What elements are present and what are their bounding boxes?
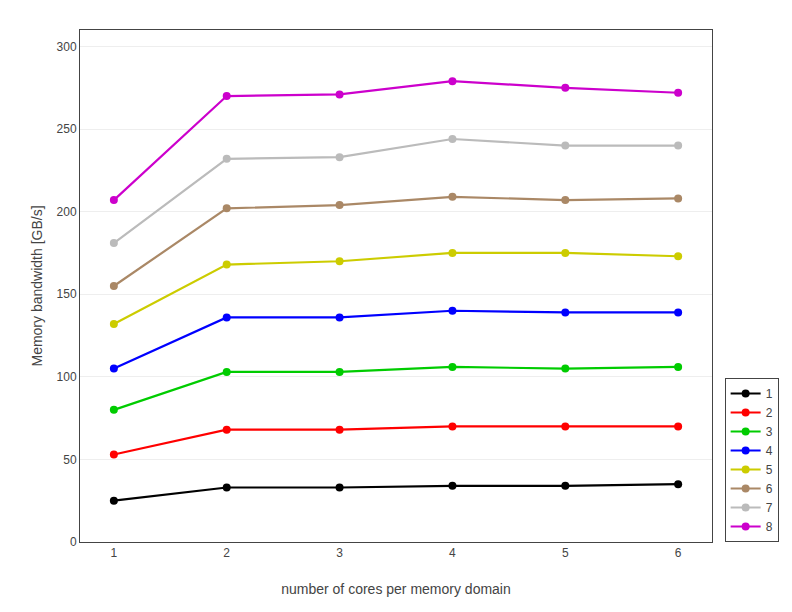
- svg-text:150: 150: [57, 287, 77, 301]
- svg-text:200: 200: [57, 205, 77, 219]
- svg-text:300: 300: [57, 40, 77, 54]
- svg-text:1: 1: [766, 387, 773, 401]
- svg-text:50: 50: [63, 453, 77, 467]
- svg-text:number of cores per memory dom: number of cores per memory domain: [281, 581, 511, 597]
- svg-text:250: 250: [57, 122, 77, 136]
- svg-text:4: 4: [766, 444, 773, 458]
- svg-text:5: 5: [766, 463, 773, 477]
- svg-text:4: 4: [449, 546, 456, 560]
- svg-text:100: 100: [57, 370, 77, 384]
- svg-text:6: 6: [766, 482, 773, 496]
- svg-text:2: 2: [223, 546, 230, 560]
- svg-text:Memory bandwidth [GB/s]: Memory bandwidth [GB/s]: [29, 205, 45, 366]
- svg-text:0: 0: [70, 535, 77, 549]
- svg-text:6: 6: [675, 546, 682, 560]
- svg-text:1: 1: [111, 546, 118, 560]
- svg-text:3: 3: [336, 546, 343, 560]
- svg-text:7: 7: [766, 501, 773, 515]
- svg-text:8: 8: [766, 520, 773, 534]
- svg-text:2: 2: [766, 406, 773, 420]
- svg-text:5: 5: [562, 546, 569, 560]
- svg-text:3: 3: [766, 425, 773, 439]
